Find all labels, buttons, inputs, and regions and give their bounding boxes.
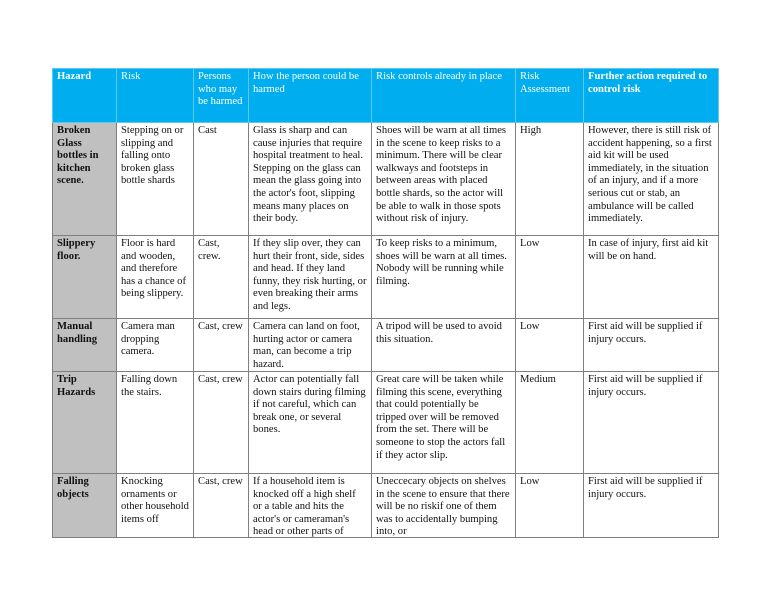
cell-risk: Stepping on or slipping and falling onto… <box>116 122 194 236</box>
cell-hazard: Broken Glass bottles in kitchen scene. <box>52 122 117 236</box>
cell-text: Cast <box>198 125 217 136</box>
cell-text: Broken Glass bottles in kitchen scene. <box>57 125 99 187</box>
cell-text: Stepping on or slipping and falling onto… <box>121 125 184 187</box>
cell-text: Knocking ornaments or other household it… <box>121 476 189 525</box>
cell-text: Low <box>520 476 540 487</box>
cell-controls: Shoes will be warn at all times in the s… <box>371 122 516 236</box>
cell-text: Great care will be taken while filming t… <box>376 374 506 461</box>
cell-text: First aid will be supplied if injury occ… <box>588 321 703 345</box>
cell-risk: Falling down the stairs. <box>116 371 194 474</box>
cell-further: However, there is still risk of accident… <box>583 122 719 236</box>
cell-text: Cast, crew <box>198 374 243 385</box>
header-how-harmed: How the person could be harmed <box>248 68 372 123</box>
cell-text: Slippery floor. <box>57 238 96 262</box>
cell-further: First aid will be supplied if injury occ… <box>583 473 719 538</box>
cell-text: Camera man dropping camera. <box>121 321 175 358</box>
cell-assessment: Low <box>515 318 584 372</box>
cell-text: However, there is still risk of accident… <box>588 125 712 225</box>
cell-assessment: Low <box>515 473 584 538</box>
cell-text: Actor can potentially fall down stairs d… <box>253 374 366 436</box>
cell-risk: Floor is hard and wooden, and therefore … <box>116 235 194 319</box>
cell-how: Camera can land on foot, hurting actor o… <box>248 318 372 372</box>
header-persons: Persons who may be harmed <box>193 68 249 123</box>
cell-assessment: High <box>515 122 584 236</box>
cell-text: If they slip over, they can hurt their f… <box>253 238 367 312</box>
cell-text: A tripod will be used to avoid this situ… <box>376 321 502 345</box>
cell-text: Falling objects <box>57 476 89 500</box>
cell-text: Manual handling <box>57 321 98 345</box>
table-row: Manual handling Camera man dropping camer… <box>52 318 719 372</box>
header-hazard: Hazard <box>52 68 117 123</box>
cell-text: To keep risks to a minimum, shoes will b… <box>376 238 507 287</box>
cell-text: Cast, crew <box>198 476 243 487</box>
cell-text: In case of injury, first aid kit will be… <box>588 238 709 262</box>
cell-hazard: Slippery floor. <box>52 235 117 319</box>
cell-text: High <box>520 125 542 136</box>
cell-how: Glass is sharp and can cause injuries th… <box>248 122 372 236</box>
cell-text: Medium <box>520 374 556 385</box>
header-row: Hazard Risk Persons who may be harmed Ho… <box>52 68 719 123</box>
cell-hazard: Falling objects <box>52 473 117 538</box>
cell-controls: To keep risks to a minimum, shoes will b… <box>371 235 516 319</box>
header-assessment: Risk Assessment <box>515 68 584 123</box>
cell-persons: Cast <box>193 122 249 236</box>
cell-text: First aid will be supplied if injury occ… <box>588 476 703 500</box>
cell-further: First aid will be supplied if injury occ… <box>583 371 719 474</box>
cell-how: If they slip over, they can hurt their f… <box>248 235 372 319</box>
cell-hazard: Trip Hazards <box>52 371 117 474</box>
cell-hazard: Manual handling <box>52 318 117 372</box>
cell-text: Camera can land on foot, hurting actor o… <box>253 321 360 370</box>
cell-text: Glass is sharp and can cause injuries th… <box>253 125 364 225</box>
cell-text: Shoes will be warn at all times in the s… <box>376 125 507 225</box>
risk-assessment-table: Hazard Risk Persons who may be harmed Ho… <box>52 68 719 538</box>
cell-text: First aid will be supplied if injury occ… <box>588 374 703 398</box>
cell-assessment: Medium <box>515 371 584 474</box>
cell-text: Cast, crew. <box>198 238 221 262</box>
table-row: Slippery floor. Floor is hard and wooden,… <box>52 235 719 319</box>
cell-persons: Cast, crew <box>193 473 249 538</box>
cell-text: Falling down the stairs. <box>121 374 178 398</box>
cell-further: In case of injury, first aid kit will be… <box>583 235 719 319</box>
cell-risk: Knocking ornaments or other household it… <box>116 473 194 538</box>
cell-text: Low <box>520 321 540 332</box>
table-row: Falling objects Knocking ornaments or oth… <box>52 473 719 538</box>
cell-text: If a household item is knocked off a hig… <box>253 476 356 537</box>
cell-controls: Great care will be taken while filming t… <box>371 371 516 474</box>
cell-text: Trip Hazards <box>57 374 96 398</box>
cell-controls: Uneccecary objects on shelves in the sce… <box>371 473 516 538</box>
header-further-action: Further action required to control risk <box>583 68 719 123</box>
cell-persons: Cast, crew <box>193 371 249 474</box>
cell-persons: Cast, crew. <box>193 235 249 319</box>
cell-how: If a household item is knocked off a hig… <box>248 473 372 538</box>
header-risk: Risk <box>116 68 194 123</box>
cell-risk: Camera man dropping camera. <box>116 318 194 372</box>
cell-text: Floor is hard and wooden, and therefore … <box>121 238 186 300</box>
cell-controls: A tripod will be used to avoid this situ… <box>371 318 516 372</box>
cell-assessment: Low <box>515 235 584 319</box>
cell-how: Actor can potentially fall down stairs d… <box>248 371 372 474</box>
cell-text: Uneccecary objects on shelves in the sce… <box>376 476 510 537</box>
cell-further: First aid will be supplied if injury occ… <box>583 318 719 372</box>
table-row: Broken Glass bottles in kitchen scene. St… <box>52 122 719 236</box>
header-controls: Risk controls already in place <box>371 68 516 123</box>
cell-text: Low <box>520 238 540 249</box>
cell-text: Cast, crew <box>198 321 243 332</box>
cell-persons: Cast, crew <box>193 318 249 372</box>
table-row: Trip Hazards Falling down the stairs. Cast… <box>52 371 719 474</box>
